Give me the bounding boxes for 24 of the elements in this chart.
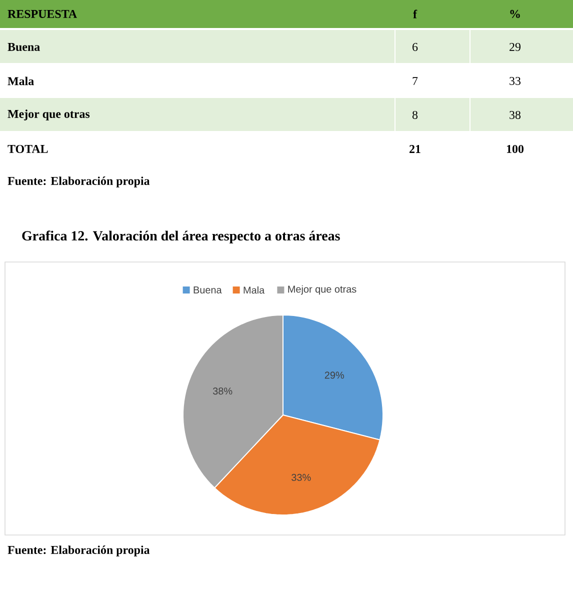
legend-label: Mala <box>244 286 265 294</box>
data-label: 33 <box>510 76 521 85</box>
category-label: Mejor que otras <box>8 110 90 120</box>
category-label: TOTAL <box>8 144 48 153</box>
chart-title: Grafica 12. Valoración del área respecto a otras áreas <box>22 230 340 244</box>
data-label: 21 <box>410 145 420 153</box>
data-label: 100 <box>506 144 524 154</box>
data-label: 8 <box>412 110 418 120</box>
series-label: f <box>413 10 418 18</box>
data-label: 38 <box>510 110 521 120</box>
category-label: Buena <box>8 42 40 51</box>
data-label: 6 <box>412 42 418 51</box>
data-label: 29% <box>324 372 344 379</box>
data-label: 7 <box>412 77 418 85</box>
source-note: Fuente: Elaboración propia <box>8 176 150 188</box>
text: % <box>510 10 520 18</box>
data-label: 38% <box>212 388 232 395</box>
legend-label: Buena <box>194 286 222 294</box>
category-label: Mala <box>8 76 34 86</box>
legend-label: Mejor que otras <box>288 285 356 295</box>
data-label: 29 <box>510 42 520 51</box>
text: RESPUESTA <box>8 10 77 18</box>
source-note: Fuente: Elaboración propia <box>8 546 150 556</box>
data-label: 33% <box>292 474 311 481</box>
